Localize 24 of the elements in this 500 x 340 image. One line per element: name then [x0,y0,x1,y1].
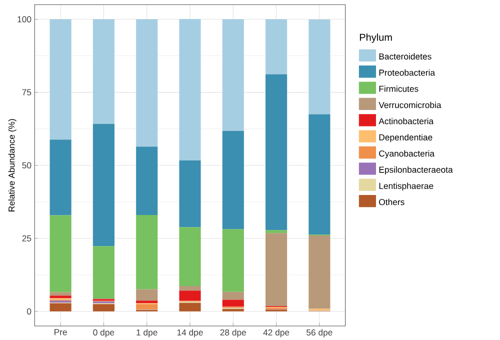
x-tick-label: 28 dpe [220,329,246,338]
legend-label: Proteobacteria [379,69,436,76]
legend-label: Verrucomicrobia [378,102,442,108]
y-axis-title: Relative Abundance (%) [8,119,16,212]
x-tick-label: 14 dpe [177,329,203,338]
legend-label: Others [379,198,404,206]
x-tick-label: Pre [54,329,67,336]
x-tick-label: 42 dpe [263,329,290,338]
y-tick-label: 50 [22,162,32,168]
legend-title: Phylum [360,34,392,43]
y-tick-label: 0 [27,308,32,314]
legend-label: Bacteroidetes [379,53,432,60]
legend-label: Dependentiae [379,134,432,142]
y-tick-label: 75 [22,89,32,96]
y-tick-label: 100 [18,16,32,22]
legend-label: Cyanobacteria [379,150,435,158]
y-tick-label: 25 [22,235,32,242]
x-tick-label: 56 dpe [306,329,332,338]
legend-label: Actinobacteria [378,118,434,124]
x-tick-label: 1 dpe [136,329,158,338]
legend-label: Epsilonbacteraeota [379,166,453,174]
legend-label: Firmicutes [379,86,418,92]
legend-label: Lentisphaerae [379,182,434,191]
x-tick-label: 0 dpe [93,329,114,338]
